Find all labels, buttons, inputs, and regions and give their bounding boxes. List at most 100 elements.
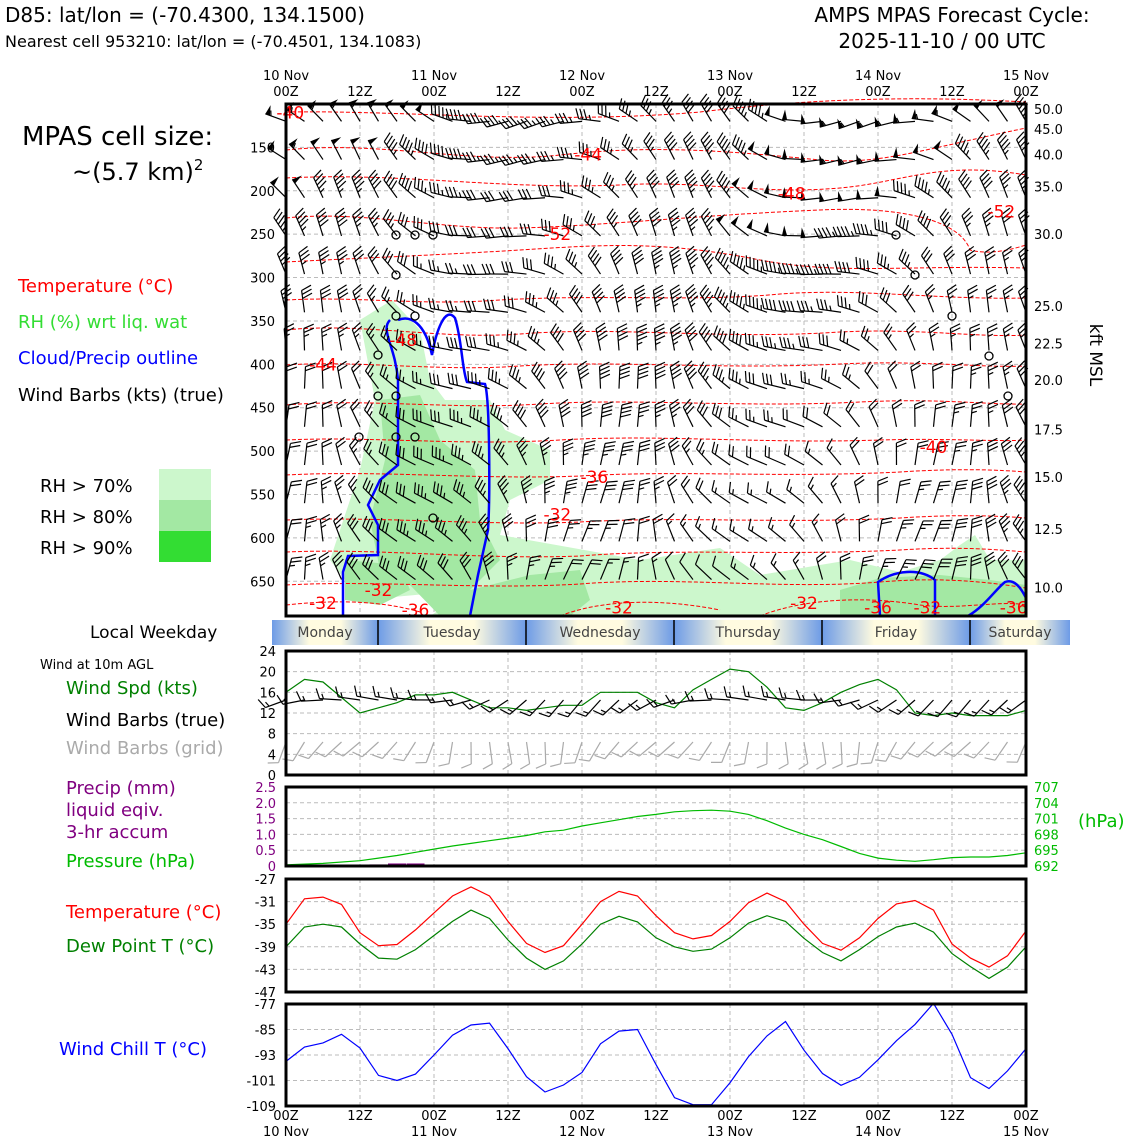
wind-barb	[378, 402, 398, 428]
wind-barb	[498, 116, 527, 130]
barb-full	[742, 685, 746, 697]
pressure-tick-label: 400	[250, 358, 275, 373]
surface-barb-true	[627, 699, 657, 711]
barb-full	[367, 521, 374, 532]
barb-full	[764, 260, 769, 272]
y-tick-label: -101	[246, 1075, 276, 1090]
wind-barb	[684, 322, 698, 351]
barb-full	[337, 364, 348, 372]
barb-half	[370, 295, 376, 301]
barb-staff	[425, 741, 435, 763]
wind-barb	[951, 440, 968, 466]
barb-full	[926, 287, 936, 296]
wind-barb	[333, 513, 344, 542]
barb-full	[653, 475, 664, 482]
barb-full	[711, 403, 716, 414]
wind-barb	[399, 134, 416, 160]
barb-half	[821, 120, 827, 126]
y-tick-label: -109	[246, 1100, 276, 1115]
wind-barb	[581, 559, 603, 580]
barb-full	[484, 555, 494, 563]
surface-barb-true	[723, 686, 749, 701]
surface-barb-grid	[502, 741, 513, 770]
barb-pennant	[292, 175, 302, 184]
barb-half	[446, 113, 448, 120]
barb-full	[803, 264, 810, 275]
barb-full	[413, 482, 417, 494]
wind-barb	[575, 108, 601, 122]
barb-half	[760, 266, 763, 272]
calm-marker	[410, 311, 420, 321]
barb-full	[941, 177, 948, 188]
wind-barb	[519, 223, 546, 237]
bottom-date-label: 15 Nov	[1003, 1125, 1049, 1140]
barb-full	[335, 478, 345, 487]
barb-full	[417, 139, 421, 151]
barb-half	[386, 297, 391, 303]
barb-full	[354, 685, 358, 697]
barb-full	[760, 685, 765, 697]
barb-staff	[900, 741, 916, 760]
barb-full	[855, 256, 858, 268]
barb-half	[481, 453, 484, 460]
barb-staff	[587, 255, 601, 275]
barb-full	[353, 211, 363, 220]
wind-barb	[697, 361, 712, 389]
barb-full	[653, 517, 664, 525]
wind-barb	[781, 225, 805, 237]
wind-barb	[746, 445, 768, 466]
barb-full	[761, 335, 765, 347]
barb-staff	[661, 102, 675, 122]
barb-pennant	[731, 177, 740, 187]
barb-full	[702, 173, 711, 183]
barb-half	[829, 446, 833, 452]
wind-barb	[366, 284, 380, 313]
barb-full	[1003, 322, 1013, 330]
wind-barb	[807, 476, 823, 504]
barb-full	[987, 437, 998, 444]
barb-full	[562, 112, 569, 123]
barb-full	[267, 762, 279, 764]
barb-full	[686, 405, 695, 415]
barb-full	[616, 295, 626, 304]
wind-barb	[932, 361, 943, 389]
barb-staff	[606, 217, 620, 237]
barb-half	[420, 302, 422, 308]
barb-full	[784, 443, 787, 455]
barb-pennant	[731, 215, 739, 226]
barb-full	[638, 366, 649, 372]
barb-half	[605, 527, 611, 529]
barb-full	[589, 215, 596, 227]
barb-full	[581, 400, 592, 406]
barb-full	[396, 250, 401, 262]
barb-full	[646, 698, 655, 708]
barb-full	[321, 323, 332, 330]
barb-full	[1017, 169, 1027, 178]
barb-full	[778, 300, 783, 311]
wind-barb	[932, 401, 947, 427]
barb-half	[610, 148, 613, 155]
barb-full	[351, 322, 361, 331]
barb-full	[355, 253, 365, 262]
wind-barb	[834, 513, 846, 542]
barb-staff	[585, 699, 601, 717]
barb-full	[590, 520, 601, 522]
barb-half	[1020, 451, 1025, 457]
barb-full	[608, 558, 620, 560]
wind-barb	[654, 361, 666, 389]
barb-full	[562, 438, 574, 444]
barb-staff	[681, 445, 694, 466]
barb-full	[337, 249, 347, 258]
wind-barb	[599, 519, 620, 542]
wind-barb	[599, 480, 618, 504]
barb-staff	[953, 741, 971, 757]
wind-barb	[816, 298, 842, 313]
barb-pennant	[763, 222, 769, 233]
wind-barb	[728, 444, 749, 466]
wind-barb	[580, 400, 592, 427]
barb-full	[881, 220, 884, 232]
wind-barb	[383, 99, 398, 122]
wind-barb	[700, 246, 714, 275]
barb-staff	[868, 406, 879, 428]
barb-half	[352, 448, 358, 454]
